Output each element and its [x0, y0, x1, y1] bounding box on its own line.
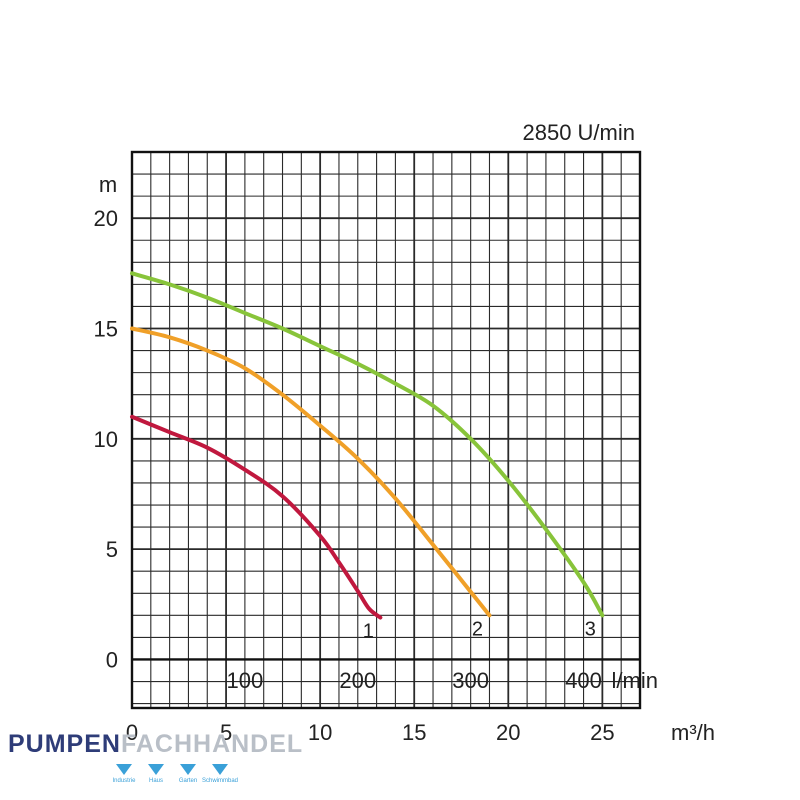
logo-tag-label: Garten — [178, 778, 198, 784]
logo-text-pumpen: PUMPEN — [8, 730, 121, 758]
x-tick-label: 0 — [126, 720, 138, 745]
series-curve-2 — [130, 326, 492, 618]
curve-label-2: 2 — [472, 618, 483, 640]
chart-title: 2850 U/min — [522, 120, 635, 145]
grid-major — [131, 152, 640, 708]
logo-tag: Industrie — [104, 764, 144, 784]
y-axis-label: m — [99, 172, 117, 197]
logo-wordmark: PUMPENFACHHANDEL — [8, 730, 302, 759]
curve-label-3: 3 — [585, 618, 596, 640]
y-tick-label: 0 — [106, 647, 118, 672]
triangle-icon — [148, 764, 164, 775]
x-tick-label: 15 — [402, 720, 426, 745]
logo-tag-label: Industrie — [112, 778, 136, 784]
logo-tag-label: Schwimmbad — [201, 778, 238, 784]
curve-label-1: 1 — [363, 621, 374, 643]
logo-tag: Schwimmbad — [200, 764, 240, 784]
x-tick-label: 10 — [308, 720, 332, 745]
x-axis-label: m³/h — [671, 720, 715, 745]
logo-tag: Garten — [168, 764, 208, 784]
secondary-x-tick-label: 300 — [452, 668, 489, 693]
x-tick-label: 5 — [220, 720, 232, 745]
secondary-x-axis-label: l/min — [612, 668, 658, 693]
y-tick-label: 10 — [94, 427, 118, 452]
y-tick-label: 15 — [94, 317, 118, 342]
x-tick-label: 20 — [496, 720, 520, 745]
triangle-icon — [180, 764, 196, 775]
grid-minor — [132, 151, 641, 708]
logo-tag-label: Haus — [148, 778, 163, 784]
plot-frame — [130, 150, 642, 710]
triangle-icon — [116, 764, 132, 775]
y-tick-label: 20 — [94, 206, 118, 231]
series-curve-1 — [130, 414, 383, 620]
logo-tag: Haus — [136, 764, 176, 784]
series-layer — [130, 271, 605, 620]
secondary-x-tick-label: 200 — [339, 668, 376, 693]
plot-border — [130, 150, 642, 710]
secondary-x-tick-label: 100 — [227, 668, 264, 693]
series-curve-3 — [130, 271, 605, 618]
y-tick-label: 5 — [106, 537, 118, 562]
pumpenfachhandel-logo: PUMPENFACHHANDEL Industrie Haus Garten S… — [8, 730, 302, 795]
x-tick-label: 25 — [590, 720, 614, 745]
triangle-icon — [212, 764, 228, 775]
secondary-x-tick-label: 400 — [565, 668, 602, 693]
logo-text-fachhandel: FACHHANDEL — [120, 730, 304, 758]
